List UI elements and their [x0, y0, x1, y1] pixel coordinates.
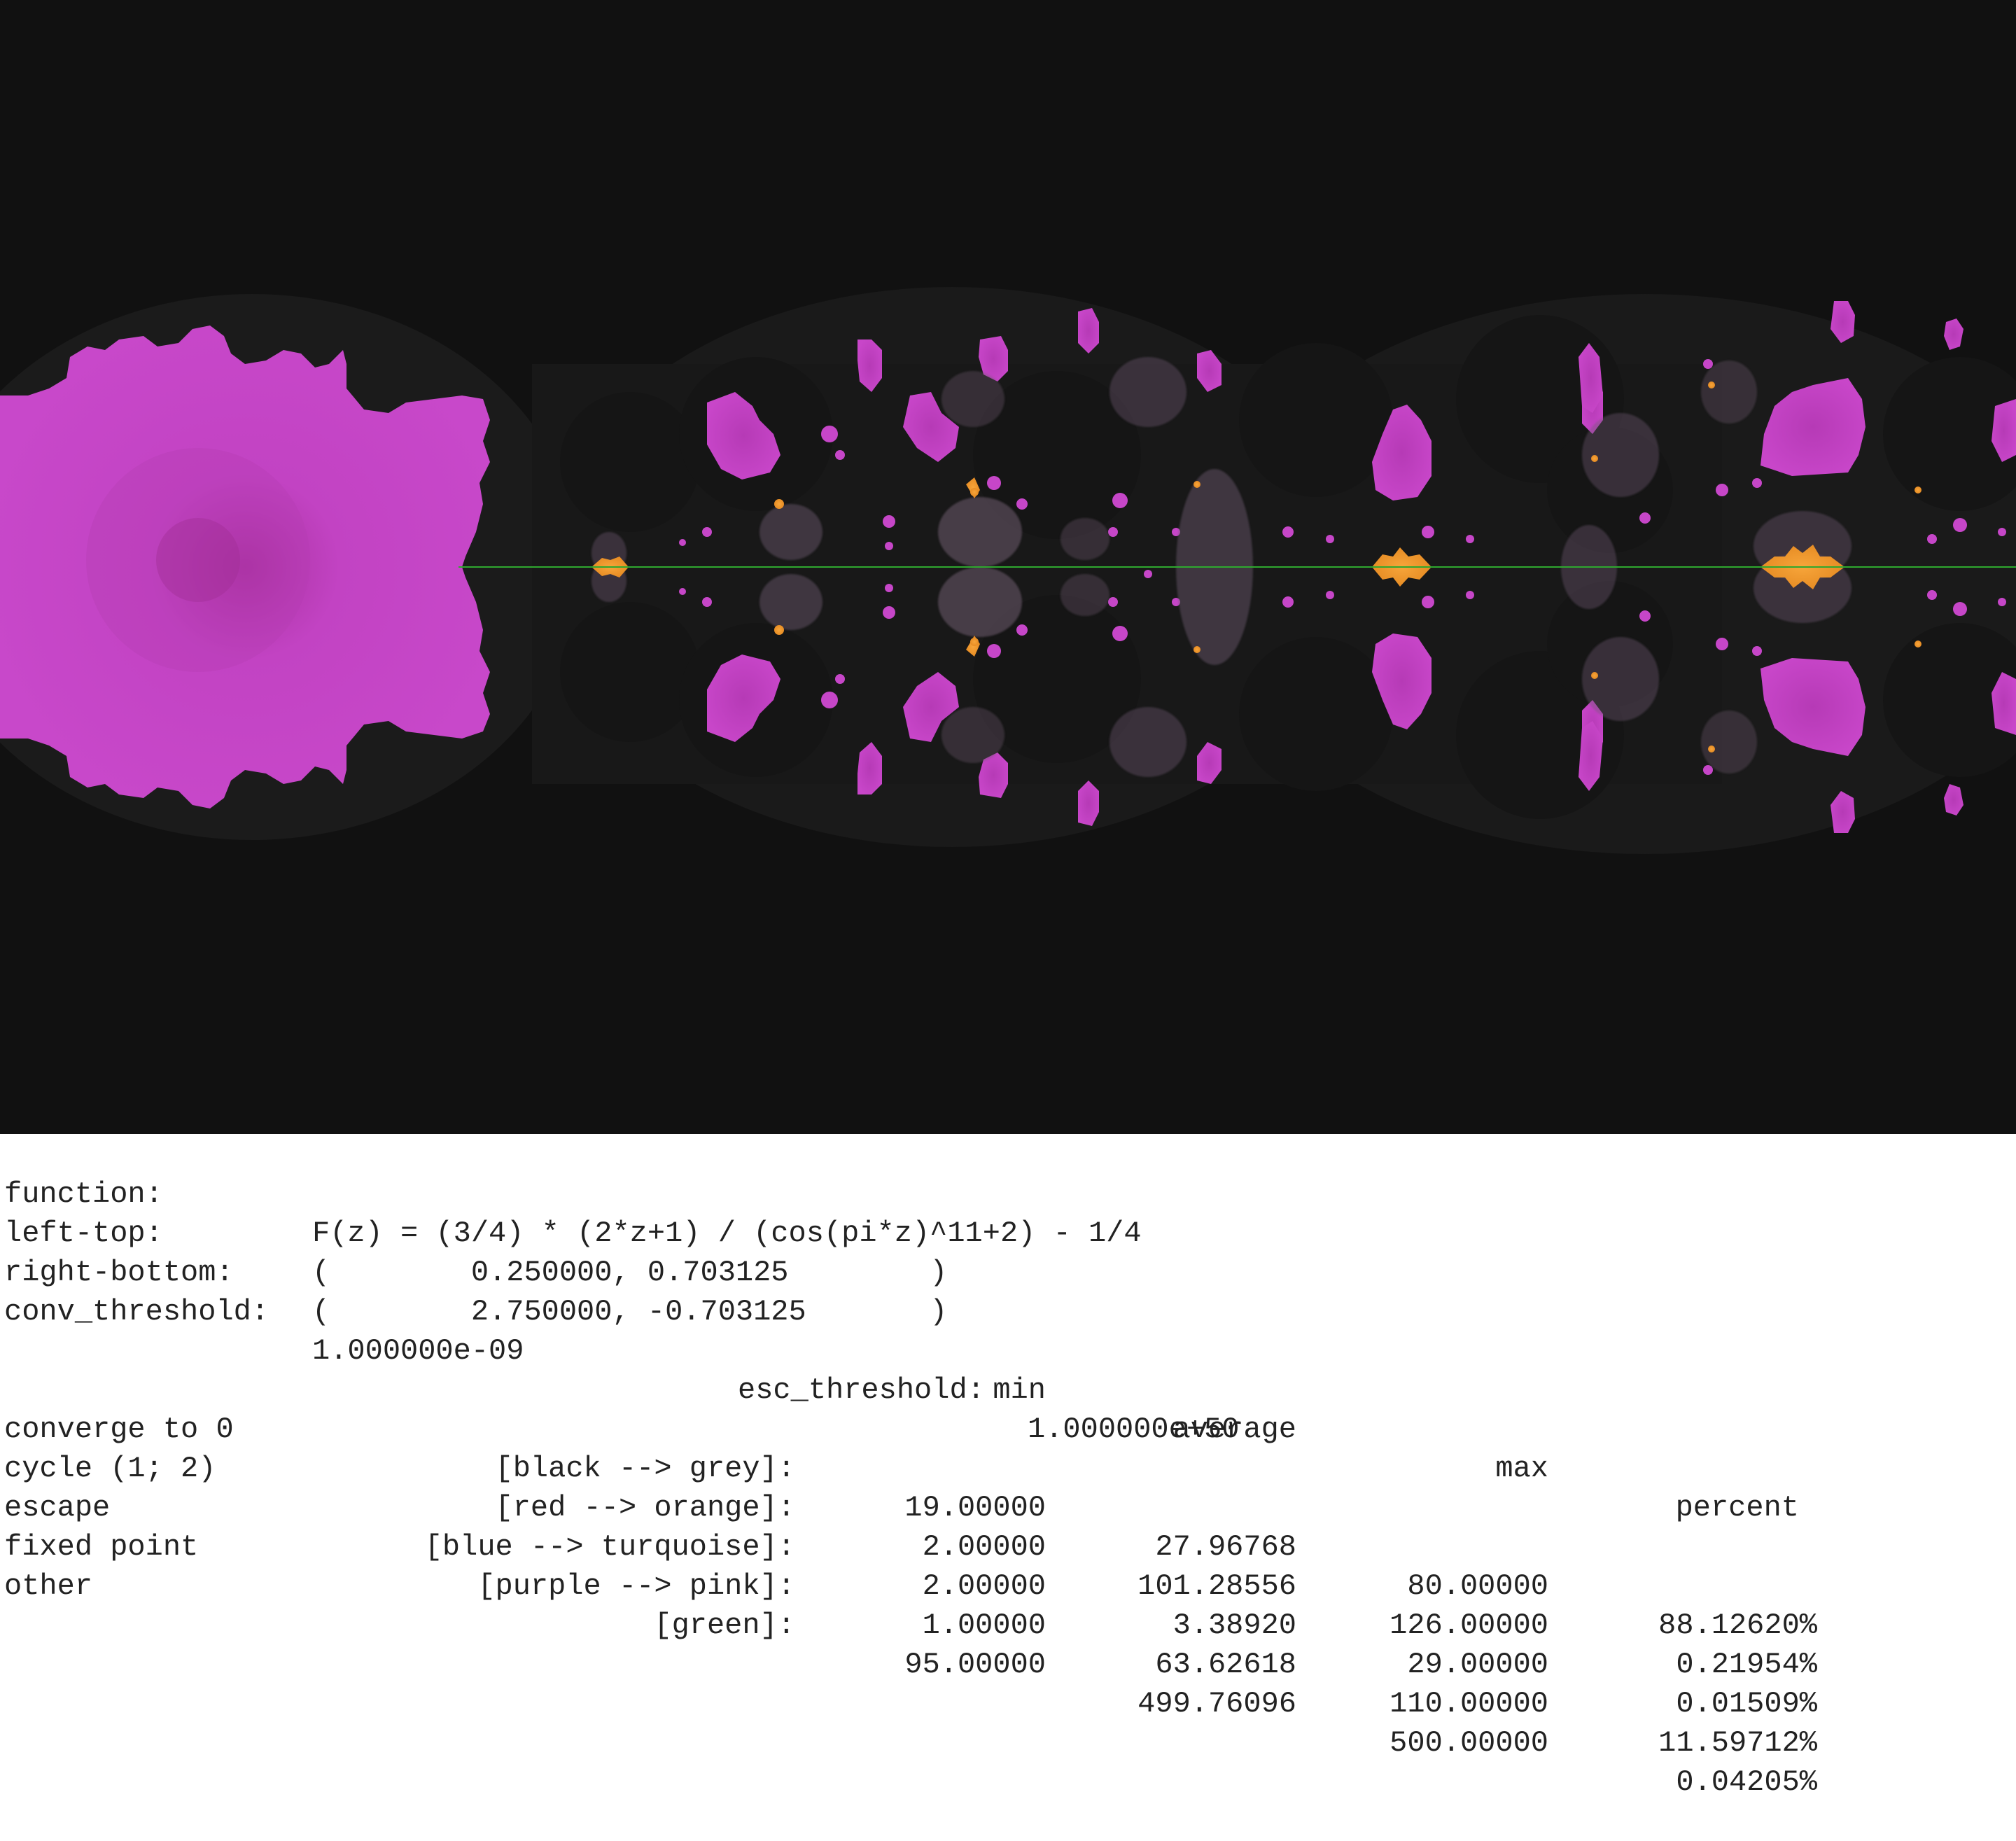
stats-row-max: 500.00000 [1390, 1726, 1548, 1760]
fixed-point-dots [679, 359, 2006, 775]
stats-row: other [green]: 95.00000 499.76096 500.00… [0, 1527, 2016, 1799]
stats-row-color: [red --> orange]: [495, 1491, 795, 1525]
stats-row-name: other [4, 1569, 93, 1603]
left-top-label: left-top: [4, 1217, 163, 1250]
fractal-image [0, 301, 2016, 833]
left-top-row: left-top: ( 0.250000, 0.703125 ) [0, 1175, 947, 1289]
fractal-render [0, 0, 2016, 1134]
esc-threshold-label: esc_threshold: [738, 1373, 985, 1407]
stats-row-min: 2.00000 [922, 1530, 1046, 1564]
conv-threshold-label: conv_threshold: [4, 1295, 270, 1329]
stats-row-max: 126.00000 [1390, 1609, 1548, 1642]
esc-threshold-value: 1.000000e+50 [1028, 1413, 1240, 1446]
stats-row-max: 110.00000 [1390, 1687, 1548, 1721]
stats-row: converge to 0 [black --> grey]: 19.00000… [0, 1371, 2016, 1642]
stats-row: escape [blue --> turquoise]: 2.00000 3.3… [0, 1449, 2016, 1721]
stats-row-color: [green]: [654, 1609, 795, 1642]
stats-row: fixed point [purple --> pink]: 1.00000 6… [0, 1488, 2016, 1760]
fixed-point-basin-large [0, 326, 490, 808]
stats-row-name: fixed point [4, 1530, 199, 1564]
threshold-row: conv_threshold: 1.000000e-09 esc_thresho… [0, 1253, 1239, 1446]
header-average: average [1172, 1413, 1296, 1446]
stats-row-percent: 0.21954% [1676, 1648, 1817, 1681]
stats-row-percent: 11.59712% [1658, 1726, 1817, 1760]
stats-row-min: 19.00000 [904, 1491, 1046, 1525]
stats-row: cycle (1; 2) [red --> orange]: 2.00000 1… [0, 1410, 2016, 1681]
stats-row-percent: 0.01509% [1676, 1687, 1817, 1721]
stats-row-average: 27.96768 [1155, 1530, 1296, 1564]
header-min: min [993, 1373, 1046, 1407]
function-value: F(z) = (3/4) * (2*z+1) / (cos(pi*z)^11+2… [312, 1217, 1142, 1250]
fixed-point-islands [707, 301, 2016, 833]
right-bottom-label: right-bottom: [4, 1256, 234, 1289]
info-panel: function: F(z) = (3/4) * (2*z+1) / (cos(… [0, 1134, 2016, 1799]
right-bottom-row: right-bottom: ( 2.750000, -0.703125 ) [0, 1214, 947, 1329]
stats-row-color: [purple --> pink]: [477, 1569, 795, 1603]
function-row: function: F(z) = (3/4) * (2*z+1) / (cos(… [0, 1135, 1142, 1250]
stats-row-min: 1.00000 [922, 1609, 1046, 1642]
header-percent: percent [1675, 1491, 1799, 1525]
stats-row-min: 2.00000 [922, 1569, 1046, 1603]
conv-threshold-value: 1.000000e-09 [312, 1334, 524, 1368]
stats-header-row: min average max percent [0, 1331, 2016, 1525]
stats-row-color: [blue --> turquoise]: [424, 1530, 795, 1564]
right-bottom-value: ( 2.750000, -0.703125 ) [312, 1295, 948, 1329]
stats-row-average: 499.76096 [1138, 1687, 1296, 1721]
stats-row-average: 3.38920 [1172, 1609, 1296, 1642]
function-label: function: [4, 1177, 163, 1211]
stats-row-average: 63.62618 [1155, 1648, 1296, 1681]
stats-row-min: 95.00000 [904, 1648, 1046, 1681]
stats-row-name: cycle (1; 2) [4, 1452, 216, 1485]
stats-row-name: escape [4, 1491, 111, 1525]
stats-row-percent: 0.04205% [1676, 1765, 1817, 1799]
stats-row-average: 101.28556 [1138, 1569, 1296, 1603]
stats-row-color: [black --> grey]: [495, 1452, 795, 1485]
stats-row-max: 80.00000 [1407, 1569, 1548, 1603]
header-max: max [1495, 1452, 1548, 1485]
left-top-value: ( 0.250000, 0.703125 ) [312, 1256, 948, 1289]
stats-row-name: converge to 0 [4, 1413, 234, 1446]
stats-row-percent: 88.12620% [1658, 1609, 1817, 1642]
stats-row-max: 29.00000 [1407, 1648, 1548, 1681]
